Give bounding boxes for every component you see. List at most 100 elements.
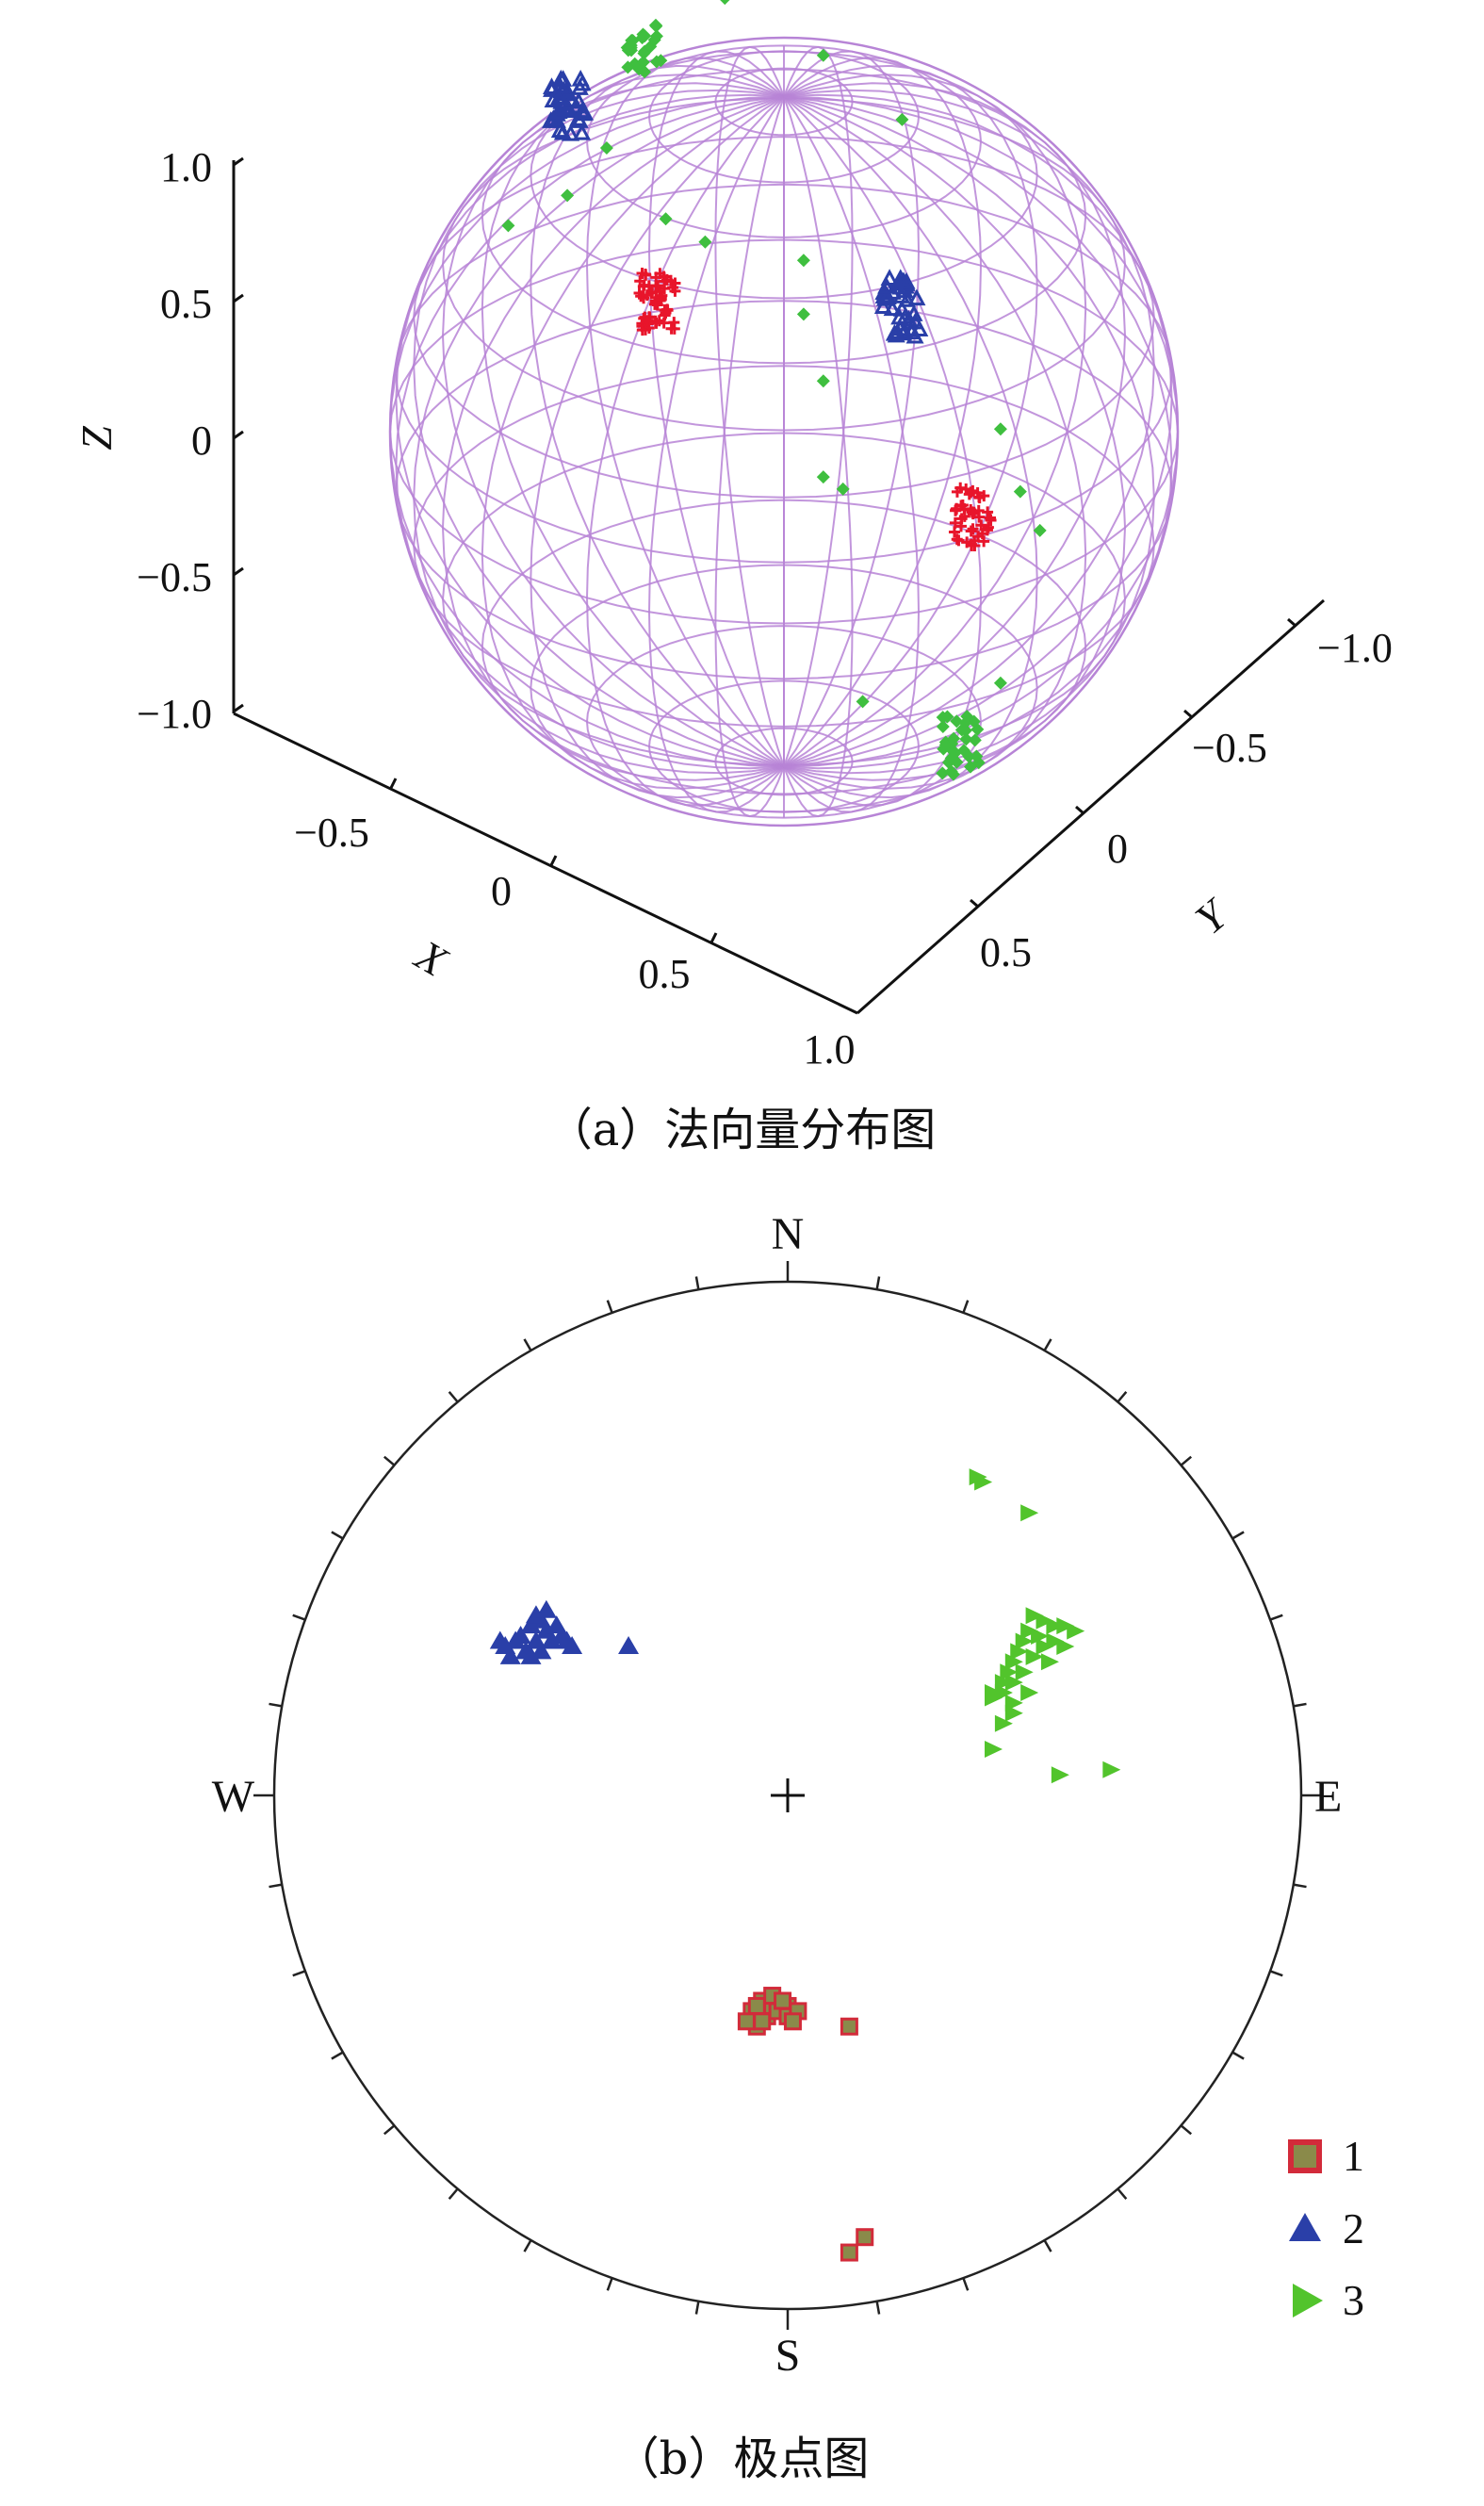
sphere-meridian-line xyxy=(441,82,785,768)
pole-point-set-3 xyxy=(994,1684,1013,1701)
normal-vector-point xyxy=(720,0,730,6)
sphere-meridian-line xyxy=(481,95,785,790)
normal-vector-point xyxy=(561,188,575,203)
pole-point-set-2 xyxy=(525,1605,546,1624)
pole-point-set-3 xyxy=(1046,1617,1065,1635)
y-tick-label: 0 xyxy=(1107,826,1128,872)
pole-point-set-3 xyxy=(1056,1637,1075,1655)
normal-vector-point xyxy=(873,297,892,314)
legend-marker-triangle-right xyxy=(1293,2284,1323,2318)
pole-point-set-2 xyxy=(546,1615,567,1634)
normal-vector-point xyxy=(636,324,648,336)
normal-vector-point xyxy=(905,312,924,330)
legend-marker-square xyxy=(1288,2139,1322,2173)
pole-point-set-3 xyxy=(1025,1607,1044,1625)
z-tick-label: 1.0 xyxy=(160,144,212,190)
normal-vector-point xyxy=(877,277,896,294)
normal-vector-point xyxy=(967,508,979,520)
pole-point-set-2 xyxy=(562,1635,583,1654)
pole-point-set-3 xyxy=(1020,1504,1039,1522)
z-axis-label: Z xyxy=(73,426,121,450)
stereonet-ticks xyxy=(253,1261,1322,2330)
pole-point-set-3 xyxy=(1102,1761,1121,1778)
normal-vector-point xyxy=(642,315,654,327)
normal-vector-point xyxy=(965,525,977,537)
normal-vector-point xyxy=(885,323,904,341)
pole-point-set-3 xyxy=(1000,1663,1019,1681)
stereonet-tick xyxy=(875,2301,881,2315)
x-tick-label: 1.0 xyxy=(804,1026,856,1073)
pole-point-set-1 xyxy=(783,2012,802,2031)
stereonet-tick xyxy=(962,2277,970,2291)
sphere-meridian-line xyxy=(714,45,785,767)
pole-point-set-3 xyxy=(1004,1653,1023,1671)
stereonet-tick xyxy=(694,2301,700,2315)
sphere-meridian-line xyxy=(395,95,785,770)
pole-point-set-2 xyxy=(618,1635,640,1654)
east-label: E xyxy=(1314,1772,1342,1822)
normal-vector-point xyxy=(950,504,962,516)
pole-point-set-3 xyxy=(1056,1617,1075,1635)
pole-point-set-1 xyxy=(840,2243,858,2262)
legend-label-2: 2 xyxy=(1343,2204,1364,2252)
normal-vector-point xyxy=(816,470,830,484)
normal-vector-point xyxy=(647,33,661,47)
normal-vector-point xyxy=(953,534,965,547)
normal-vector-point xyxy=(966,540,978,552)
normal-vector-point xyxy=(664,274,677,287)
sphere-meridian-line xyxy=(783,95,1038,799)
pole-point-set-3 xyxy=(1004,1704,1023,1722)
normal-vector-point xyxy=(668,317,680,329)
legend-label-3: 3 xyxy=(1343,2276,1364,2324)
normal-vector-point xyxy=(937,742,951,756)
normal-vector-point xyxy=(621,43,635,57)
stereonet-tick xyxy=(1231,1531,1245,1540)
pole-point-set-1 xyxy=(753,2012,772,2031)
normal-vector-point xyxy=(936,711,950,725)
pole-point-set-2 xyxy=(505,1630,527,1649)
normal-vector-point xyxy=(950,714,964,729)
z-tick xyxy=(233,430,244,440)
normal-vector-point xyxy=(982,506,994,518)
normal-vector-point xyxy=(900,309,919,327)
z-tick-label: 0.5 xyxy=(160,281,212,327)
y-tick-label: −0.5 xyxy=(1192,725,1267,771)
x-tick-label: 0 xyxy=(491,868,512,914)
normal-vector-point xyxy=(959,724,973,738)
sphere-meridian-line xyxy=(585,95,785,807)
normal-vector-point xyxy=(562,90,581,107)
stereonet-tick xyxy=(523,2239,532,2252)
normal-vector-point xyxy=(633,287,645,300)
normal-vector-point xyxy=(638,65,652,79)
normal-vector-point xyxy=(655,293,667,305)
normal-vector-point xyxy=(890,307,909,325)
pole-point-set-1 xyxy=(737,2012,756,2031)
normal-vector-point xyxy=(551,87,570,105)
normal-vector-point xyxy=(993,422,1007,436)
stereonet-tick xyxy=(1117,1390,1128,1403)
z-tick-label: −1.0 xyxy=(137,691,212,737)
sphere-meridian-line xyxy=(647,95,785,813)
pole-point-set-3 xyxy=(1004,1674,1023,1692)
stereonet-tick xyxy=(1180,1455,1193,1466)
sphere-meridian-line xyxy=(783,57,983,768)
stereonet-tick xyxy=(1231,2051,1245,2060)
pole-point-set-3 xyxy=(1051,1766,1069,1784)
sphere-meridian-line xyxy=(783,96,854,818)
normal-vector-point xyxy=(894,323,913,341)
stereonet-tick xyxy=(331,2051,344,2060)
z-tick xyxy=(233,156,244,167)
legend-item-3: 3 xyxy=(1293,2276,1364,2324)
stereonet-tick xyxy=(606,2277,613,2291)
x-tick-label: 0.5 xyxy=(639,951,691,997)
sphere-meridian-line xyxy=(783,82,1127,768)
north-label: N xyxy=(772,1209,805,1259)
pole-point-set-3 xyxy=(1020,1622,1039,1640)
normal-vector-point xyxy=(981,524,993,536)
stereonet-tick xyxy=(1269,1613,1283,1621)
normal-vector-point xyxy=(636,56,650,70)
z-tick xyxy=(233,566,244,577)
y-axis-label: Y xyxy=(1186,889,1239,943)
z-tick xyxy=(233,293,244,303)
legend-item-2: 2 xyxy=(1289,2204,1364,2252)
